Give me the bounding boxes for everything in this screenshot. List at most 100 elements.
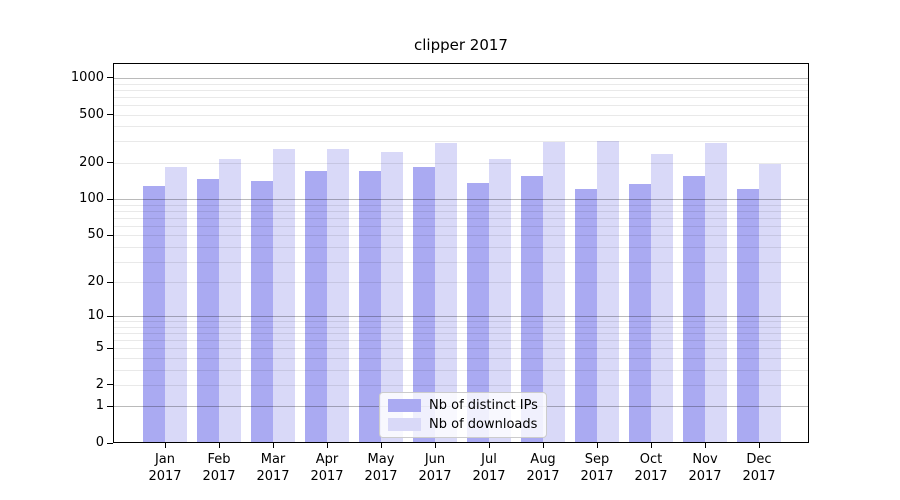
x-tick-label-apr: Apr 2017 <box>299 451 355 485</box>
x-tick-jul <box>488 443 490 448</box>
y-tick-label-10: 10 <box>87 308 104 324</box>
x-tick-label-year: 2017 <box>310 469 344 484</box>
x-tick-label-month: Jul <box>481 452 497 467</box>
y-tick-1 <box>107 405 113 407</box>
y-tick-20 <box>107 281 113 283</box>
x-tick-label-year: 2017 <box>364 469 398 484</box>
x-tick-label-month: Dec <box>746 452 772 467</box>
bar-mar-distinct-ips <box>251 180 273 442</box>
bar-nov-downloads <box>705 143 727 442</box>
x-tick-label-month: Jun <box>424 452 446 467</box>
x-tick-label-may: May 2017 <box>353 451 409 485</box>
x-tick-label-month: Nov <box>692 452 718 467</box>
x-tick-label-month: Jan <box>154 452 176 467</box>
x-tick-label-month: Feb <box>207 452 231 467</box>
bar-aug-distinct-ips <box>521 176 543 442</box>
x-tick-label-sep: Sep 2017 <box>569 451 625 485</box>
x-tick-label-feb: Feb 2017 <box>191 451 247 485</box>
x-tick-mar <box>272 443 274 448</box>
bar-jan-downloads <box>165 166 187 442</box>
x-tick-apr <box>326 443 328 448</box>
x-tick-label-month: Aug <box>530 452 556 467</box>
x-tick-label-dec: Dec 2017 <box>731 451 787 485</box>
x-tick-sep <box>596 443 598 448</box>
x-tick-label-month: May <box>367 452 395 467</box>
y-tick-50 <box>107 234 113 236</box>
y-tick-200 <box>107 162 113 164</box>
bar-feb-distinct-ips <box>197 179 219 442</box>
bar-dec-downloads <box>759 164 781 442</box>
y-tick-label-1000: 1000 <box>70 69 104 85</box>
bar-apr-downloads <box>327 149 349 442</box>
x-tick-label-year: 2017 <box>148 469 182 484</box>
x-tick-may <box>380 443 382 448</box>
x-tick-label-year: 2017 <box>202 469 236 484</box>
y-tick-label-2: 2 <box>95 376 104 392</box>
y-tick-1000 <box>107 77 113 79</box>
bar-sep-downloads <box>597 141 619 442</box>
x-tick-label-year: 2017 <box>688 469 722 484</box>
y-tick-5 <box>107 347 113 349</box>
y-tick-label-5: 5 <box>95 340 104 356</box>
y-tick-label-50: 50 <box>87 227 104 243</box>
bar-may-distinct-ips <box>359 170 381 442</box>
legend-swatch-downloads <box>388 417 421 431</box>
y-tick-500 <box>107 114 113 116</box>
y-tick-100 <box>107 198 113 200</box>
x-tick-label-month: Oct <box>639 452 663 467</box>
bar-oct-downloads <box>651 154 673 442</box>
bar-nov-distinct-ips <box>683 175 705 442</box>
bar-jun-distinct-ips <box>413 166 435 442</box>
bar-oct-distinct-ips <box>629 184 651 442</box>
legend-swatch-distinct-ips <box>388 399 421 413</box>
bar-jul-distinct-ips <box>467 182 489 442</box>
x-tick-label-jun: Jun 2017 <box>407 451 463 485</box>
x-tick-label-aug: Aug 2017 <box>515 451 571 485</box>
x-tick-jun <box>434 443 436 448</box>
x-tick-label-month: Sep <box>584 452 610 467</box>
y-tick-10 <box>107 315 113 317</box>
x-tick-label-nov: Nov 2017 <box>677 451 733 485</box>
legend-item-downloads: Nb of downloads <box>388 417 538 432</box>
y-tick-label-0: 0 <box>95 435 104 450</box>
bar-jan-distinct-ips <box>143 185 165 442</box>
x-tick-label-year: 2017 <box>526 469 560 484</box>
legend-item-distinct-ips: Nb of distinct IPs <box>388 398 538 413</box>
bar-aug-downloads <box>543 141 565 442</box>
x-tick-label-year: 2017 <box>418 469 452 484</box>
x-tick-label-year: 2017 <box>634 469 668 484</box>
x-tick-oct <box>650 443 652 448</box>
bar-jun-downloads <box>435 142 457 442</box>
x-tick-label-jan: Jan 2017 <box>137 451 193 485</box>
x-tick-jan <box>164 443 166 448</box>
y-tick-label-1: 1 <box>95 398 104 414</box>
x-tick-label-year: 2017 <box>256 469 290 484</box>
x-tick-label-year: 2017 <box>580 469 614 484</box>
bar-sep-distinct-ips <box>575 189 597 442</box>
x-tick-label-oct: Oct 2017 <box>623 451 679 485</box>
x-tick-feb <box>218 443 220 448</box>
x-tick-dec <box>758 443 760 448</box>
y-tick-label-100: 100 <box>79 191 104 207</box>
bars-layer <box>114 64 808 442</box>
x-tick-aug <box>542 443 544 448</box>
bar-may-downloads <box>381 152 403 442</box>
plot-area: Nb of distinct IPs Nb of downloads <box>113 63 809 443</box>
y-tick-label-200: 200 <box>79 154 104 170</box>
x-tick-label-month: Mar <box>260 452 286 467</box>
chart-title: clipper 2017 <box>414 36 508 54</box>
x-tick-label-month: Apr <box>315 452 339 467</box>
bar-mar-downloads <box>273 148 295 442</box>
x-tick-label-jul: Jul 2017 <box>461 451 517 485</box>
y-tick-0 <box>107 442 113 444</box>
bar-jul-downloads <box>489 158 511 442</box>
x-tick-label-mar: Mar 2017 <box>245 451 301 485</box>
x-tick-nov <box>704 443 706 448</box>
legend-label-distinct-ips: Nb of distinct IPs <box>429 398 538 414</box>
bar-feb-downloads <box>219 158 241 442</box>
x-tick-label-year: 2017 <box>742 469 776 484</box>
legend-label-downloads: Nb of downloads <box>429 416 538 432</box>
y-tick-label-500: 500 <box>79 106 104 122</box>
bar-dec-distinct-ips <box>737 189 759 442</box>
